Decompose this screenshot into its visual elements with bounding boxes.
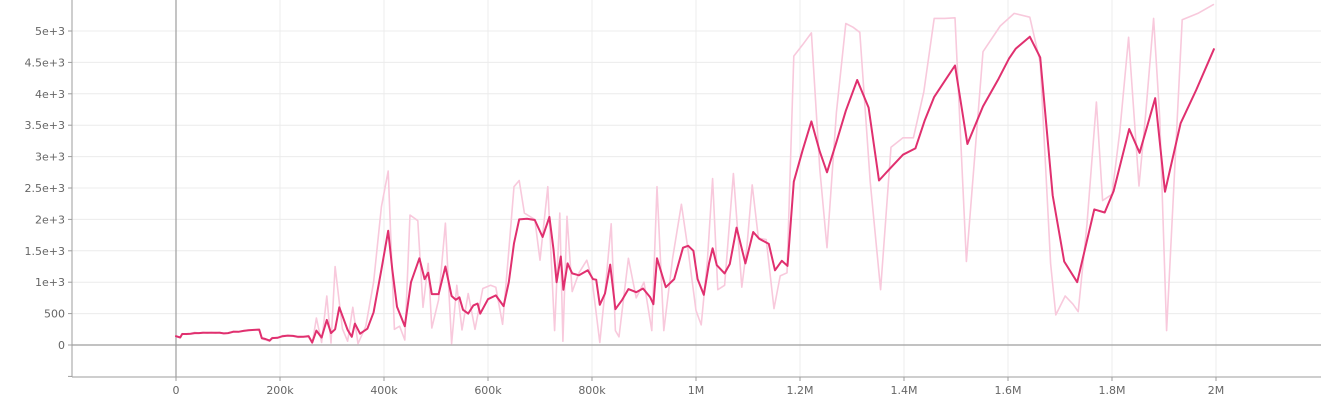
y-tick-label: 3.5e+3 xyxy=(25,119,65,132)
y-tick-label: 2e+3 xyxy=(35,213,65,226)
x-tick-label: 600k xyxy=(474,384,502,397)
series-line-smoothed xyxy=(175,35,1215,344)
y-tick-label: 3e+3 xyxy=(35,151,65,164)
x-tick-label: 200k xyxy=(266,384,294,397)
series-line-raw xyxy=(175,3,1215,345)
y-tick-label: 4e+3 xyxy=(35,88,65,101)
y-tick-label: 500 xyxy=(44,308,65,321)
y-axis-ticks: 0 500 1e+3 1.5e+3 2e+3 2.5e+3 3e+3 3.5e+3 4e+3 4.… xyxy=(25,25,72,377)
x-tick-label: 1.6M xyxy=(995,384,1022,397)
y-tick-label: 0 xyxy=(58,339,65,352)
series-lines xyxy=(175,3,1215,345)
x-tick-label: 0 xyxy=(173,384,180,397)
y-tick-label: 5e+3 xyxy=(35,25,65,38)
x-tick-label: 800k xyxy=(578,384,606,397)
x-tick-label: 1.4M xyxy=(891,384,918,397)
y-tick-label: 2.5e+3 xyxy=(25,182,65,195)
x-tick-label: 400k xyxy=(370,384,398,397)
x-tick-label: 1.8M xyxy=(1099,384,1126,397)
x-tick-label: 1M xyxy=(688,384,705,397)
y-tick-label: 4.5e+3 xyxy=(25,56,65,69)
y-tick-label: 1e+3 xyxy=(35,276,65,289)
x-axis-ticks: 0 200k 400k 600k 800k 1M 1.2M 1.4M 1.6M 1.8M 2M xyxy=(173,377,1225,397)
x-tick-label: 1.2M xyxy=(787,384,814,397)
y-tick-label: 1.5e+3 xyxy=(25,245,65,258)
grid xyxy=(72,0,1321,377)
x-tick-label: 2M xyxy=(1208,384,1225,397)
